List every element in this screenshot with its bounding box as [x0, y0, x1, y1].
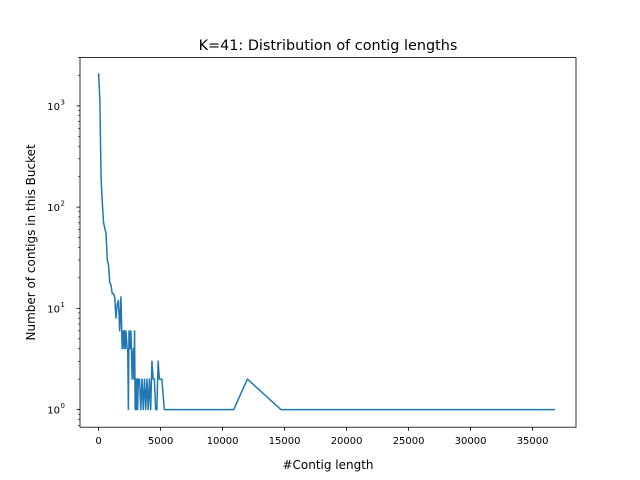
y-axis-label: Number of contigs in this Bucket — [24, 144, 38, 340]
y-tick-exponent: 0 — [61, 402, 65, 410]
y-tick-label: 10 — [47, 102, 60, 113]
plot-frame — [79, 57, 577, 428]
x-tick-label: 10000 — [207, 436, 239, 447]
y-tick-label: 10 — [47, 406, 60, 417]
y-tick-label: 10 — [47, 304, 60, 315]
series-layer — [97, 73, 555, 411]
x-tick-label: 15000 — [269, 436, 301, 447]
series-line-0 — [97, 73, 555, 411]
x-tick-label: 30000 — [455, 436, 487, 447]
plot-area — [80, 57, 576, 428]
chart-title: K=41: Distribution of contig lengths — [199, 38, 458, 54]
y-tick-exponent: 1 — [61, 301, 65, 309]
y-tick-exponent: 3 — [61, 98, 65, 106]
y-tick-exponent: 2 — [61, 200, 65, 208]
x-tick-label: 35000 — [517, 436, 549, 447]
x-axis-ticks: 0 5000 10000 15000 20000 25000 30000 35000 — [95, 427, 549, 447]
x-tick-label: 0 — [95, 436, 101, 447]
x-tick-label: 25000 — [393, 436, 425, 447]
x-tick-label: 5000 — [148, 436, 173, 447]
y-tick-label: 10 — [47, 203, 60, 214]
x-axis-label: #Contig length — [282, 458, 373, 472]
x-tick-label: 20000 — [331, 436, 363, 447]
